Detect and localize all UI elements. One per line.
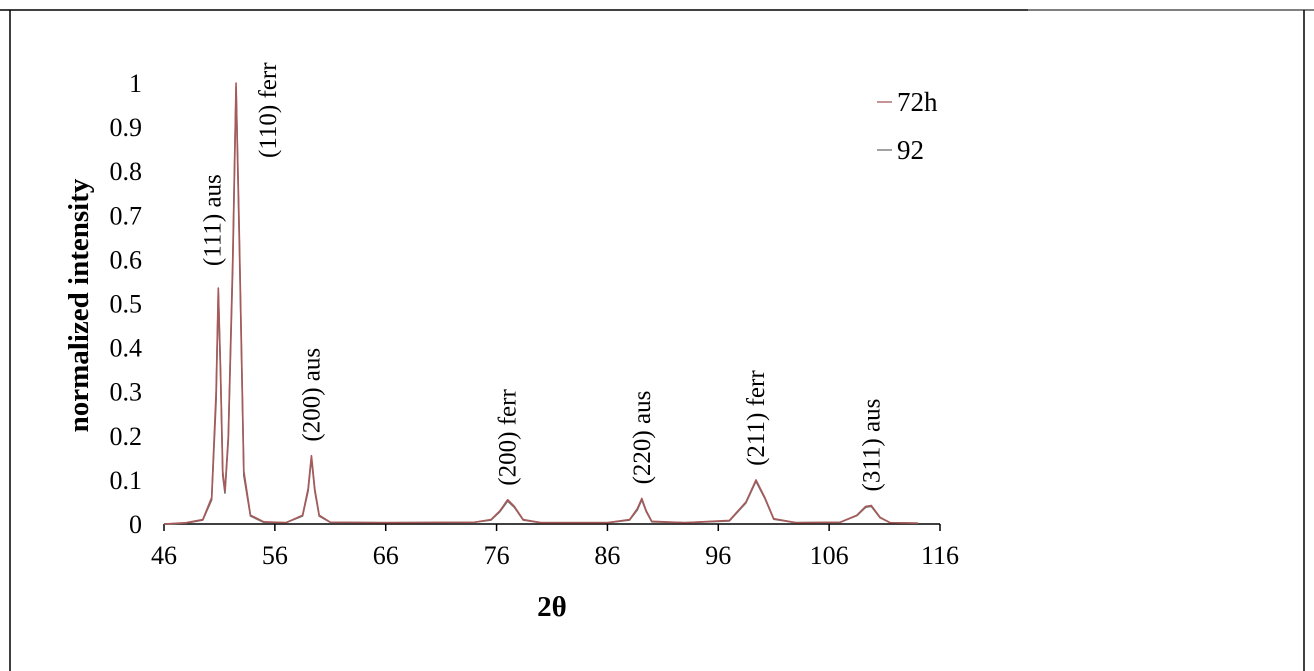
x-tick-label: 56 <box>262 541 288 570</box>
y-tick-label: 0.8 <box>110 157 143 186</box>
x-axis-title: 2θ <box>537 591 567 623</box>
peak-label: (311) aus <box>858 399 885 492</box>
y-axis-title: normalized intensity <box>63 178 95 432</box>
x-tick-label: 106 <box>810 541 849 570</box>
y-tick-label: 0.2 <box>110 422 143 451</box>
y-tick-label: 1 <box>129 69 142 98</box>
y-tick-label: 0.5 <box>110 290 143 319</box>
peak-label: (200) aus <box>298 348 325 442</box>
y-tick-label: 0.7 <box>110 201 143 230</box>
x-tick-label: 86 <box>594 541 620 570</box>
y-tick-label: 0.9 <box>110 113 143 142</box>
y-tick-label: 0.1 <box>110 466 143 495</box>
peak-label: (211) ferr <box>743 370 770 466</box>
x-tick-label: 46 <box>151 541 177 570</box>
series-line-72h <box>163 82 918 525</box>
peak-label: (110) ferr <box>255 62 282 158</box>
legend-label: 92 <box>897 135 924 165</box>
y-tick-label: 0.4 <box>110 334 143 363</box>
y-tick-label: 0.3 <box>110 378 143 407</box>
y-tick-label: 0 <box>129 510 142 539</box>
peak-label: (111) aus <box>199 174 226 266</box>
y-tick-label: 0.6 <box>110 245 143 274</box>
legend-label: 72h <box>897 87 938 117</box>
x-tick-label: 96 <box>705 541 731 570</box>
x-tick-label: 116 <box>921 541 959 570</box>
x-tick-label: 66 <box>373 541 399 570</box>
x-tick-label: 76 <box>484 541 510 570</box>
peak-label: (200) ferr <box>495 389 522 486</box>
peak-label: (220) aus <box>629 391 656 485</box>
